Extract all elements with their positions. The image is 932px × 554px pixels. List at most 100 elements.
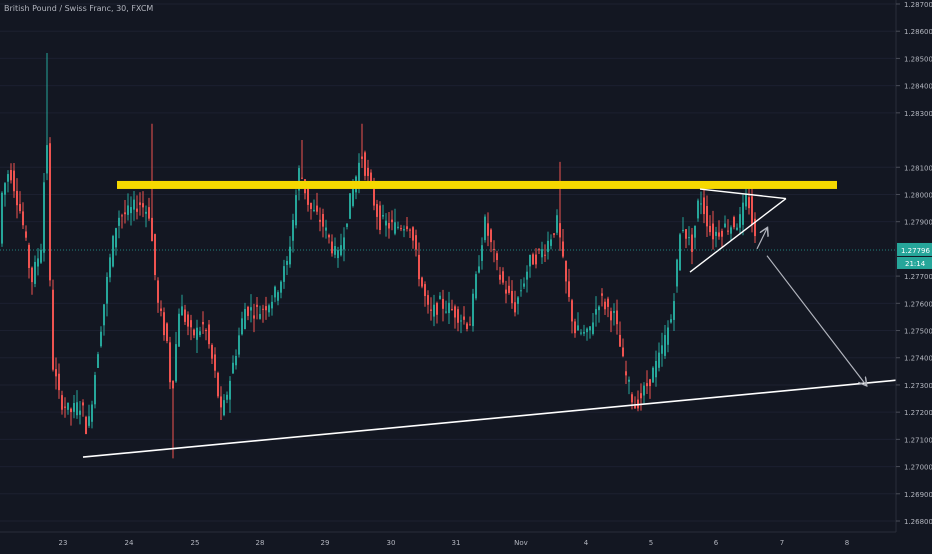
price-tick-label: 1.27000: [904, 464, 932, 472]
candle-body: [313, 209, 315, 211]
candle-body: [430, 309, 432, 311]
candle-body: [613, 311, 615, 313]
candle-body: [91, 404, 93, 422]
time-axis: 23 24 25 28 29 30 31 Nov 4 5 6 7 8: [0, 531, 896, 547]
candle-body: [742, 202, 744, 225]
candle-body: [718, 232, 720, 237]
candles-layer: [0, 3, 896, 522]
time-tick-label: 23: [59, 539, 68, 547]
candle-body: [244, 309, 246, 330]
chart-title: British Pound / Swiss Franc, 30, FXCM: [4, 4, 154, 13]
candle-body: [319, 219, 321, 222]
candle-body: [667, 327, 669, 345]
candle-body: [493, 248, 495, 250]
candle-body: [217, 372, 219, 397]
candle-body: [691, 234, 693, 252]
candle-body: [211, 344, 213, 359]
candle-body: [19, 204, 21, 212]
time-tick-label: 5: [649, 539, 653, 547]
candle-body: [136, 208, 138, 212]
time-tick-label: 28: [256, 539, 265, 547]
candle-body: [22, 211, 24, 226]
candle-body: [574, 321, 576, 334]
candle-body: [469, 324, 471, 326]
candle-body: [157, 280, 159, 303]
candle-body: [358, 162, 360, 184]
candle-body: [682, 229, 684, 231]
candle-body: [463, 316, 465, 320]
candle-body: [517, 297, 519, 304]
candle-body: [631, 394, 633, 403]
candle-body: [226, 394, 228, 400]
candle-body: [664, 335, 666, 356]
candle-body: [265, 306, 267, 311]
candle-body: [130, 207, 132, 214]
candle-body: [49, 143, 51, 281]
candle-body: [598, 306, 600, 311]
candle-body: [487, 223, 489, 236]
candle-body: [73, 403, 75, 412]
candle-body: [373, 188, 375, 206]
candle-body: [628, 379, 630, 382]
candle-body: [730, 227, 732, 234]
candle-body: [388, 223, 390, 229]
candle-body: [460, 320, 462, 322]
price-tick-label: 1.27200: [904, 409, 932, 417]
candle-body: [361, 156, 363, 159]
candle-body: [103, 304, 105, 326]
candle-body: [256, 304, 258, 307]
price-tick-label: 1.28400: [904, 83, 932, 91]
candle-body: [154, 234, 156, 276]
candle-body: [652, 367, 654, 383]
candle-body: [328, 234, 330, 238]
price-tick-label: 1.28600: [904, 28, 932, 36]
candle-body: [79, 410, 81, 415]
candle-body: [271, 301, 273, 309]
candle-body: [472, 293, 474, 327]
candle-body: [376, 204, 378, 217]
candle-body: [343, 237, 345, 250]
candle-body: [286, 260, 288, 265]
candle-body: [466, 323, 468, 329]
candle-body: [370, 172, 372, 186]
candle-body: [199, 331, 201, 336]
candle-body: [421, 277, 423, 287]
candle-body: [649, 379, 651, 387]
candle-body: [349, 193, 351, 219]
candle-body: [364, 152, 366, 176]
candle-body: [562, 241, 564, 257]
candle-body: [508, 285, 510, 293]
candle-body: [511, 290, 513, 304]
candle-body: [622, 347, 624, 357]
time-tick-label: 4: [584, 539, 589, 547]
candle-body: [367, 167, 369, 176]
candle-body: [232, 362, 234, 374]
last-price-label: 1.27796: [901, 247, 930, 255]
price-tick-label: 1.26900: [904, 491, 932, 499]
candle-body: [289, 246, 291, 265]
candle-body: [439, 295, 441, 299]
candle-body: [277, 292, 279, 301]
price-tick-label: 1.27300: [904, 382, 932, 390]
candle-body: [331, 241, 333, 254]
candle-body: [697, 200, 699, 219]
candle-body: [259, 314, 261, 319]
candle-body: [607, 298, 609, 307]
candle-body: [184, 309, 186, 322]
candle-body: [550, 239, 552, 246]
candle-body: [163, 312, 165, 336]
candle-body: [658, 352, 660, 368]
price-tick-label: 1.26800: [904, 518, 932, 526]
candle-body: [4, 183, 6, 195]
candle-body: [604, 301, 606, 310]
candle-body: [316, 205, 318, 212]
candle-body: [670, 319, 672, 323]
candle-body: [535, 254, 537, 265]
candle-body: [268, 305, 270, 313]
candle-body: [706, 206, 708, 227]
candle-body: [655, 360, 657, 378]
price-tick-label: 1.27100: [904, 436, 932, 444]
candle-body: [70, 408, 72, 413]
